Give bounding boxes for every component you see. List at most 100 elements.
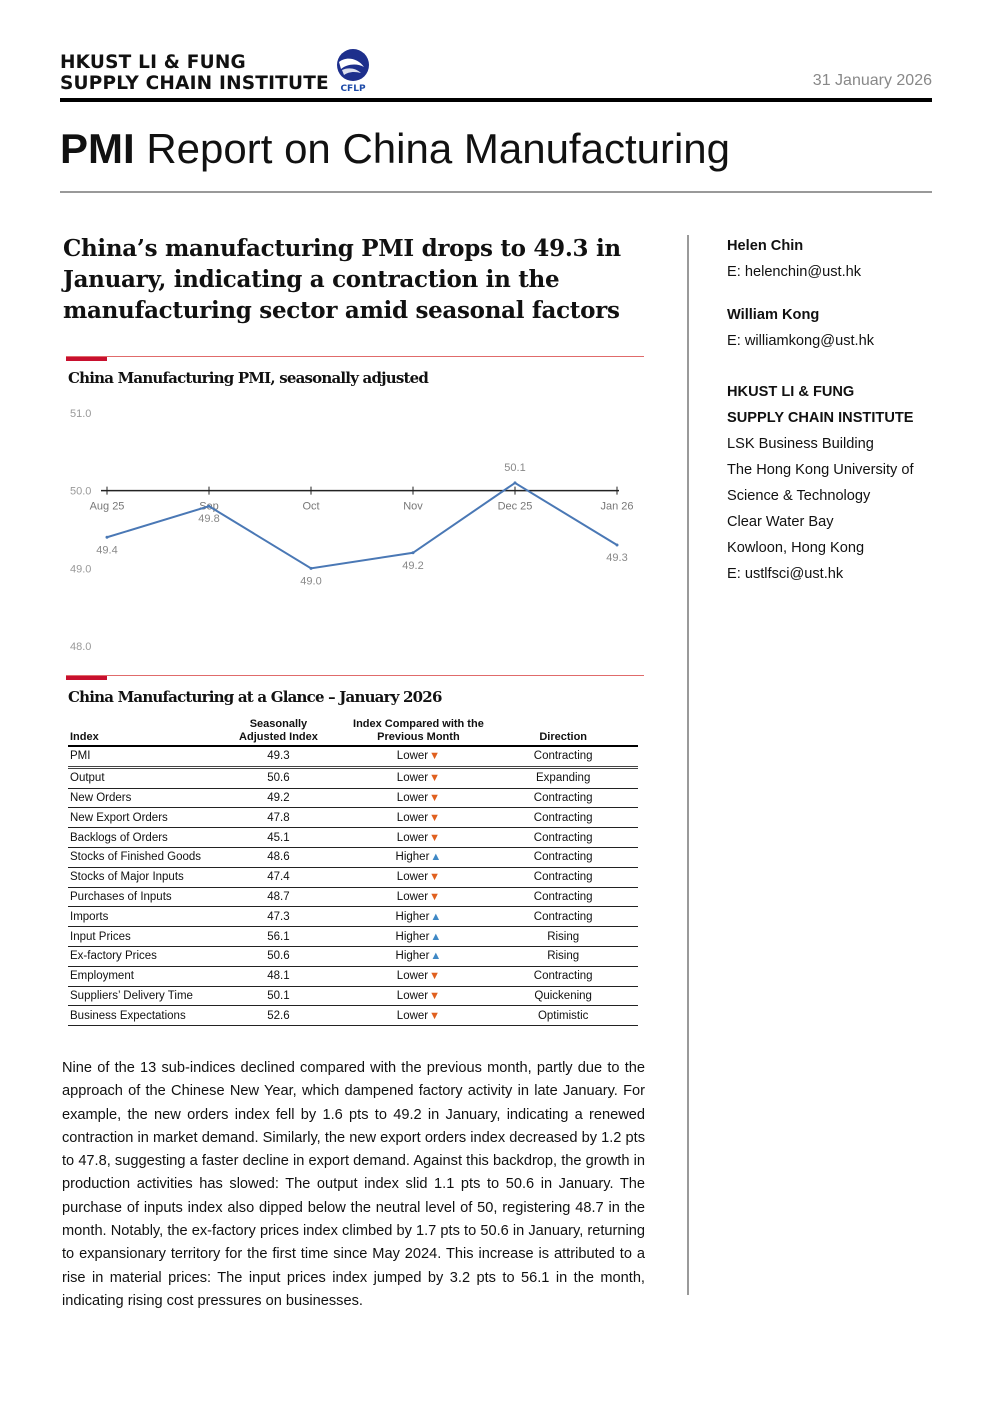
author1-name: Helen Chin [727, 238, 804, 254]
address-line3: Science & Technology [727, 488, 871, 504]
row-value: 56.1 [208, 926, 349, 947]
chart-section-rule [66, 356, 644, 357]
row-value: 45.1 [208, 827, 349, 848]
row-direction: Rising [488, 926, 638, 947]
down-arrow-icon: ▼ [429, 989, 441, 1002]
row-direction: Contracting [488, 887, 638, 908]
row-compare-text: Lower [396, 890, 429, 903]
row-compare: Lower▼ [348, 767, 489, 789]
header-cmp-line1: Index Compared with the [353, 718, 484, 730]
row-index-name: Employment [68, 966, 209, 987]
header-index: Index [68, 716, 209, 747]
table-row: Purchases of Inputs 48.7 Lower▼ Contracting [68, 887, 638, 908]
author2-email[interactable]: E: williamkong@ust.hk [727, 333, 875, 349]
address-line1: LSK Business Building [727, 436, 874, 452]
data-point [309, 566, 313, 570]
row-direction: Optimistic [488, 1005, 638, 1027]
data-label: 49.3 [606, 552, 627, 564]
data-point [411, 551, 415, 555]
row-index-name: Stocks of Finished Goods [68, 847, 209, 868]
row-compare: Lower▼ [348, 1005, 489, 1027]
row-compare-text: Higher [395, 910, 430, 923]
row-value: 47.8 [208, 807, 349, 829]
table-row: Ex-factory Prices 50.6 Higher▲ Rising [68, 946, 638, 967]
down-arrow-icon: ▼ [429, 772, 441, 785]
row-direction: Quickening [488, 986, 638, 1007]
table-row: New Orders 49.2 Lower▼ Contracting [68, 788, 638, 809]
header-direction: Direction [488, 716, 638, 747]
report-title-rest: Report on China Manufacturing [134, 125, 731, 172]
address-line4: Clear Water Bay [727, 514, 834, 530]
table-row: Imports 47.3 Higher▲ Contracting [68, 906, 638, 928]
row-compare-text: Lower [396, 772, 429, 785]
row-compare-text: Higher [395, 851, 430, 864]
row-direction: Rising [488, 946, 638, 967]
pmi-series-line [106, 481, 618, 570]
institute-name: HKUST LI & FUNG SUPPLY CHAIN INSTITUTE [60, 52, 329, 94]
row-index-name: Suppliers’ Delivery Time [68, 986, 209, 1007]
chart-title: China Manufacturing PMI, seasonally adju… [68, 369, 429, 387]
row-index-name: New Orders [68, 788, 209, 809]
row-compare-text: Lower [396, 791, 429, 804]
row-compare: Higher▲ [348, 906, 489, 928]
title-rule [60, 191, 932, 193]
table-row: Backlogs of Orders 45.1 Lower▼ Contracting [68, 827, 638, 848]
down-arrow-icon: ▼ [429, 871, 441, 884]
row-index-name: Backlogs of Orders [68, 827, 209, 848]
data-point [105, 535, 109, 539]
institute-name-line1: HKUST LI & FUNG [60, 52, 246, 73]
cflp-logo: CFLP [337, 49, 369, 93]
header-rule [60, 98, 932, 102]
row-value: 50.1 [208, 986, 349, 1007]
row-direction: Expanding [488, 767, 638, 789]
logo-text: CFLP [340, 84, 365, 93]
row-index-name: Business Expectations [68, 1005, 209, 1027]
table-row: PMI 49.3 Lower▼ Contracting [68, 746, 638, 769]
table-row: Employment 48.1 Lower▼ Contracting [68, 966, 638, 987]
table-row: Suppliers’ Delivery Time 50.1 Lower▼ Quicke… [68, 986, 638, 1007]
row-index-name: PMI [68, 746, 209, 769]
column-divider [687, 235, 689, 1295]
row-value: 48.1 [208, 966, 349, 987]
row-compare: Higher▲ [348, 926, 489, 947]
institute-email[interactable]: E: ustlfsci@ust.hk [727, 566, 844, 582]
row-compare-text: Higher [395, 950, 430, 963]
down-arrow-icon: ▼ [429, 970, 441, 983]
row-direction: Contracting [488, 807, 638, 829]
row-index-name: Purchases of Inputs [68, 887, 209, 908]
up-arrow-icon: ▲ [430, 950, 442, 963]
address-line5: Kowloon, Hong Kong [727, 540, 865, 556]
row-index-name: Output [68, 767, 209, 789]
row-direction: Contracting [488, 906, 638, 928]
down-arrow-icon: ▼ [429, 791, 441, 804]
down-arrow-icon: ▼ [429, 831, 441, 844]
data-label: 49.2 [402, 560, 423, 572]
y-tick-label: 50.0 [70, 486, 91, 498]
data-label: 50.1 [504, 462, 525, 474]
x-tick-label: Jan 26 [600, 501, 633, 513]
row-compare-text: Lower [396, 989, 429, 1002]
header-sa-line1: Seasonally [249, 718, 308, 730]
down-arrow-icon: ▼ [429, 1009, 441, 1022]
row-compare-text: Lower [396, 750, 429, 763]
header-seasonally-adjusted: Seasonally Adjusted Index [208, 716, 349, 747]
contacts-sidebar: Helen Chin E: helenchin@ust.hk William K… [727, 233, 914, 587]
glance-table: Index Seasonally Adjusted Index Index Co… [68, 716, 638, 1027]
row-compare-text: Lower [396, 1009, 429, 1022]
table-row: New Export Orders 47.8 Lower▼ Contracting [68, 807, 638, 829]
row-value: 50.6 [208, 946, 349, 967]
row-value: 52.6 [208, 1005, 349, 1027]
table-row: Output 50.6 Lower▼ Expanding [68, 767, 638, 789]
row-compare: Lower▼ [348, 746, 489, 769]
table-row: Input Prices 56.1 Higher▲ Rising [68, 926, 638, 947]
x-tick-label: Oct [302, 501, 319, 513]
row-compare: Higher▲ [348, 946, 489, 967]
down-arrow-icon: ▼ [429, 750, 441, 763]
author1-email[interactable]: E: helenchin@ust.hk [727, 264, 862, 280]
author2-name: William Kong [727, 307, 820, 323]
row-compare-text: Lower [396, 871, 429, 884]
data-point [615, 543, 619, 547]
row-value: 48.6 [208, 847, 349, 868]
row-index-name: Input Prices [68, 926, 209, 947]
address-line2: The Hong Kong University of [727, 462, 914, 478]
